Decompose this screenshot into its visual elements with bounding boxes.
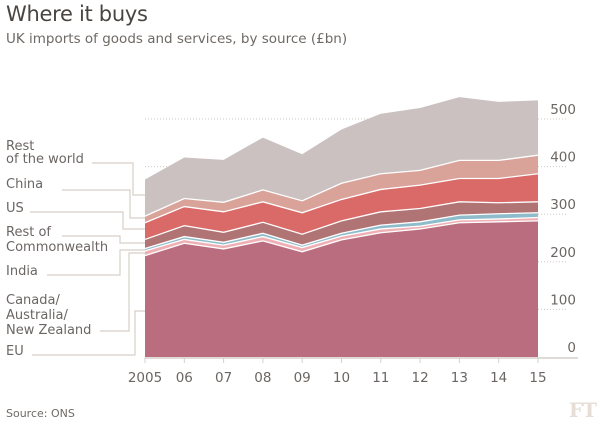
area-separator	[144, 154, 539, 217]
area-us	[145, 173, 538, 240]
x-tick-label: 06	[176, 370, 193, 386]
label-leader-lines	[30, 162, 145, 356]
series-label-line: Australia/	[6, 308, 69, 323]
label-china: China	[6, 177, 43, 192]
x-tick-label: 12	[412, 370, 429, 386]
y-tick-label: 100	[550, 292, 576, 308]
series-label-line: EU	[6, 344, 24, 359]
series-label-line: of the world	[6, 152, 84, 167]
x-tick-label: 2005	[128, 370, 162, 386]
series-areas	[144, 97, 539, 357]
leader-line	[32, 310, 145, 356]
x-tick-label: 11	[372, 370, 389, 386]
x-tick-label: 08	[254, 370, 271, 386]
area-rest-of-commonwealth	[145, 201, 538, 249]
x-tick-label: 13	[451, 370, 468, 386]
leader-line	[62, 235, 145, 244]
series-label-line: Rest of	[6, 225, 51, 240]
y-tick-label: 200	[550, 245, 576, 261]
area-india	[145, 212, 538, 251]
label-india: India	[6, 264, 38, 279]
ft-logo: FT	[568, 398, 597, 422]
label-canada-australia-new-zealand: Canada/Australia/New Zealand	[6, 293, 91, 338]
x-tick-label: 15	[529, 370, 546, 386]
leader-line	[92, 162, 145, 196]
leader-line	[100, 252, 145, 332]
series-label-line: Canada/	[6, 293, 60, 308]
y-axis-ticks: 0 100 200 300 400 500	[550, 102, 576, 356]
series-label-line: India	[6, 264, 38, 279]
series-label-line: China	[6, 177, 43, 192]
y-tick-label: 300	[550, 197, 576, 213]
area-separator	[144, 220, 539, 257]
x-axis: 2005 06 07 08 09 10 11 12 13 14 15	[128, 357, 578, 386]
series-label-line: Rest	[6, 139, 34, 154]
y-tick-label: 500	[550, 102, 576, 118]
x-tick-label: 09	[294, 370, 311, 386]
x-tick-label: 14	[490, 370, 507, 386]
leader-line	[62, 189, 145, 219]
source-note: Source: ONS	[6, 407, 75, 420]
label-us: US	[6, 201, 24, 216]
y-tick-label: 0	[567, 340, 576, 356]
label-eu: EU	[6, 344, 24, 359]
area-eu	[145, 220, 538, 357]
area-separator	[144, 173, 539, 224]
area-rest-of-the-world	[145, 97, 538, 217]
area-separator	[144, 201, 539, 241]
area-china	[145, 155, 538, 223]
leader-line	[30, 211, 145, 230]
area-separator	[144, 216, 539, 252]
series-label-line: New Zealand	[6, 323, 91, 338]
y-tick-label: 400	[550, 150, 576, 166]
leader-line	[47, 249, 145, 276]
x-tick-label: 07	[215, 370, 232, 386]
x-tick-label: 10	[333, 370, 350, 386]
series-label-line: Commonwealth	[6, 240, 108, 255]
series-label-line: US	[6, 201, 24, 216]
chart-subtitle: UK imports of goods and services, by sou…	[6, 31, 348, 47]
chart-title: Where it buys	[6, 2, 148, 26]
area-separator	[144, 212, 539, 250]
